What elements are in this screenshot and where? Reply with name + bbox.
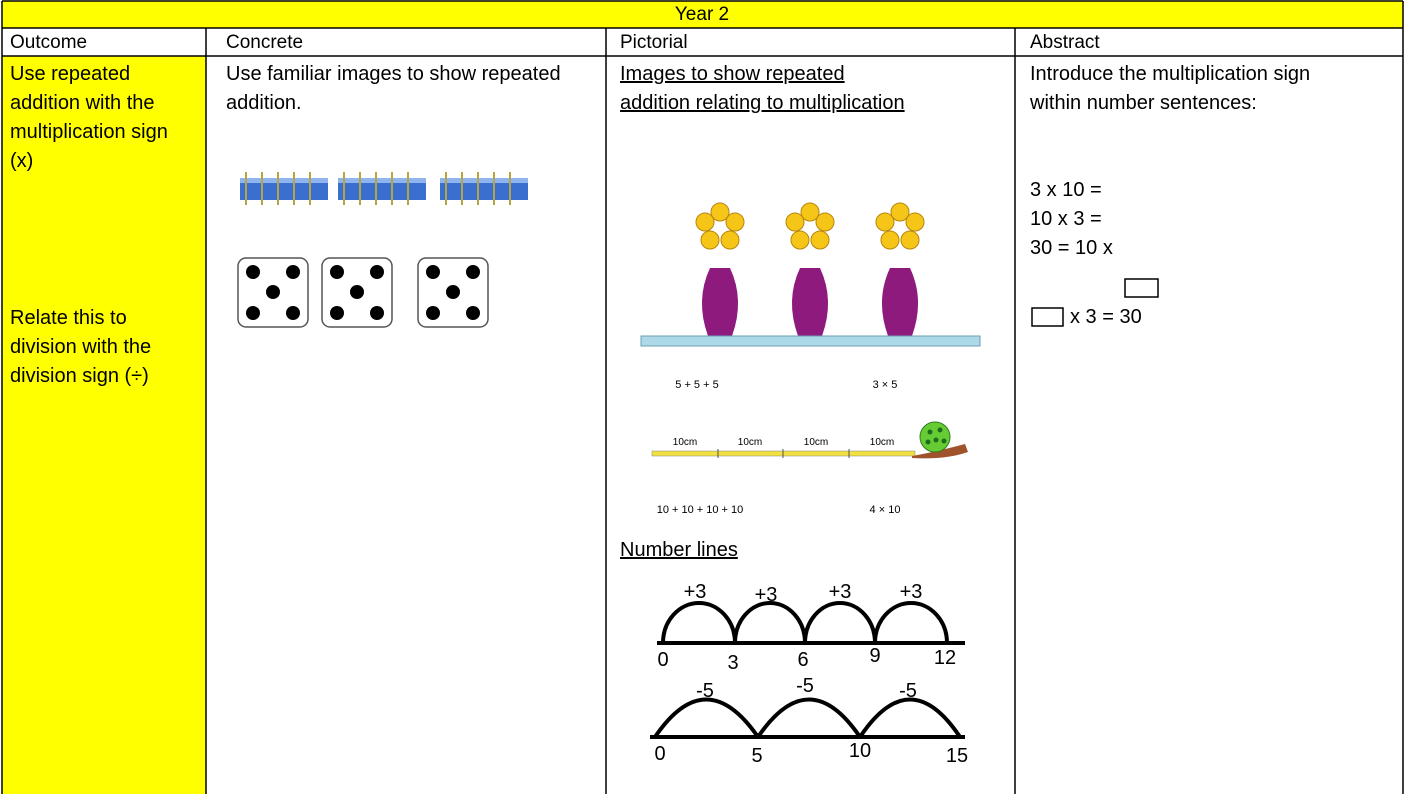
tick-label: 3 [727, 652, 738, 674]
number-line-1 [657, 601, 965, 645]
number-sentence: 3 x 10 = [1030, 179, 1102, 201]
jump-label: -5 [696, 680, 714, 702]
outcome-text: Relate this to division with the divisio… [10, 307, 152, 387]
caption: 3 × 5 [873, 379, 898, 391]
concrete-text: Use familiar images to show repeated add… [226, 63, 561, 114]
caption: 4 × 10 [870, 504, 901, 516]
tick-label: 6 [797, 649, 808, 671]
header: Concrete [226, 32, 303, 53]
tick-label: 9 [869, 645, 880, 667]
measure-line [651, 421, 968, 459]
tick-label: 0 [657, 649, 668, 671]
dice [237, 257, 489, 328]
tick-label: 0 [654, 743, 665, 765]
jump-label: +3 [900, 581, 923, 603]
answer-box [1031, 307, 1064, 327]
number-line-2 [650, 697, 965, 739]
header: Pictorial [620, 32, 688, 53]
number-sentence: 10 x 3 = [1030, 208, 1102, 230]
segment-label: 10cm [870, 437, 894, 448]
tick-label: 12 [934, 647, 956, 669]
outcome-text: Use repeated addition with the multiplic… [10, 63, 168, 172]
tick-label: 10 [849, 740, 871, 762]
jump-label: +3 [829, 581, 852, 603]
vases [640, 202, 981, 347]
answer-box [1124, 278, 1159, 298]
tick-label: 5 [751, 745, 762, 767]
caption: 5 + 5 + 5 [675, 379, 718, 391]
jump-label: +3 [755, 584, 778, 606]
pictorial-heading: Images to show repeated addition relatin… [620, 63, 905, 114]
number-lines-heading: Number lines [620, 539, 738, 561]
abstract-intro: Introduce the multiplication sign within… [1030, 63, 1311, 114]
number-sentence: 30 = 10 x [1030, 237, 1113, 259]
number-sentence: x 3 = 30 [1070, 306, 1142, 328]
header: Outcome [10, 32, 87, 53]
segment-label: 10cm [673, 437, 697, 448]
jump-label: +3 [684, 581, 707, 603]
outcome-cell [2, 56, 206, 794]
tick-label: 15 [946, 745, 968, 767]
segment-label: 10cm [738, 437, 762, 448]
title-row [2, 1, 1403, 28]
jump-label: -5 [899, 680, 917, 702]
jump-label: -5 [796, 675, 814, 697]
caption: 10 + 10 + 10 + 10 [657, 504, 744, 516]
title: Year 2 [675, 4, 729, 25]
table-images [240, 172, 528, 205]
segment-label: 10cm [804, 437, 828, 448]
header: Abstract [1030, 32, 1100, 53]
